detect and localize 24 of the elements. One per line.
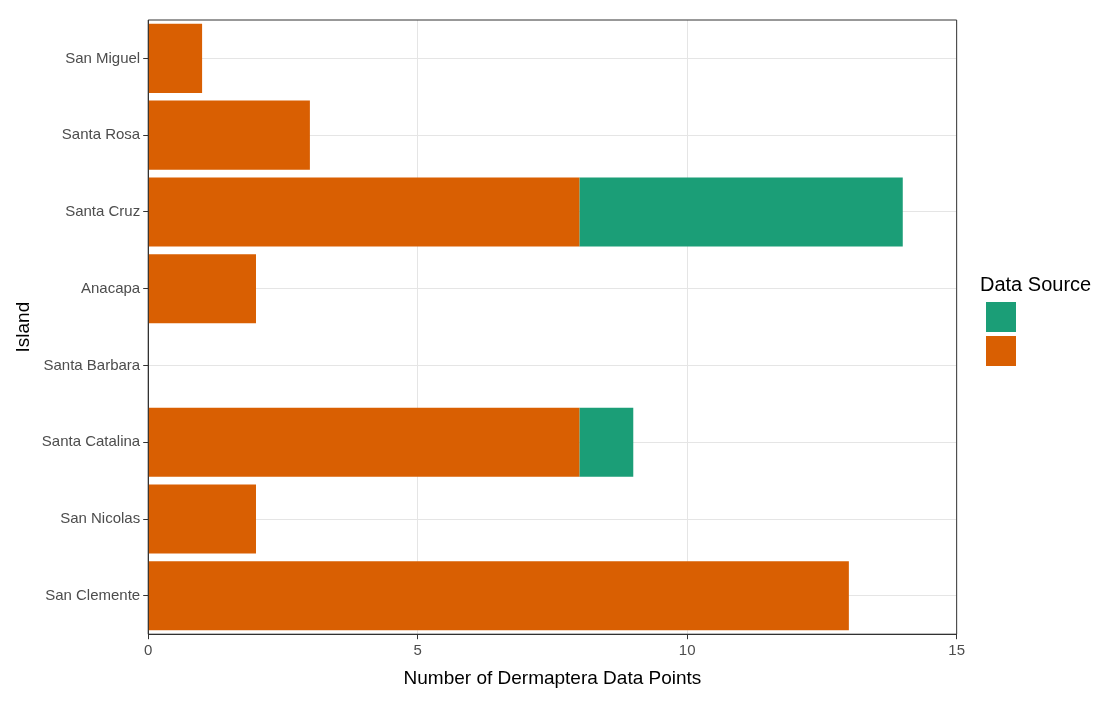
bar (579, 177, 903, 247)
y-tick-label: Santa Barbara (43, 355, 141, 373)
bar (148, 177, 580, 247)
y-axis-title: Island (11, 301, 33, 353)
y-tick-label: Santa Cruz (65, 202, 141, 220)
y-tick-label: San Nicolas (60, 509, 141, 527)
bar (148, 561, 849, 631)
bar (148, 23, 203, 93)
y-tick-label: San Clemente (45, 585, 141, 603)
legend-title: Data Source (980, 272, 1092, 296)
bar (148, 254, 256, 324)
bar (148, 484, 256, 554)
bar (148, 407, 580, 477)
y-tick-label: Santa Catalina (41, 432, 141, 450)
x-tick-label: 0 (144, 641, 153, 659)
y-tick-label: San Miguel (65, 48, 141, 66)
x-tick-label: 15 (948, 641, 965, 659)
y-tick-label: Santa Rosa (61, 125, 141, 143)
x-tick-label: 10 (678, 641, 696, 659)
bar (579, 407, 634, 477)
x-axis-title: Number of Dermaptera Data Points (403, 666, 702, 688)
y-tick-label: Anacapa (80, 278, 141, 296)
x-tick-label: 5 (413, 641, 422, 659)
bar (148, 100, 310, 170)
